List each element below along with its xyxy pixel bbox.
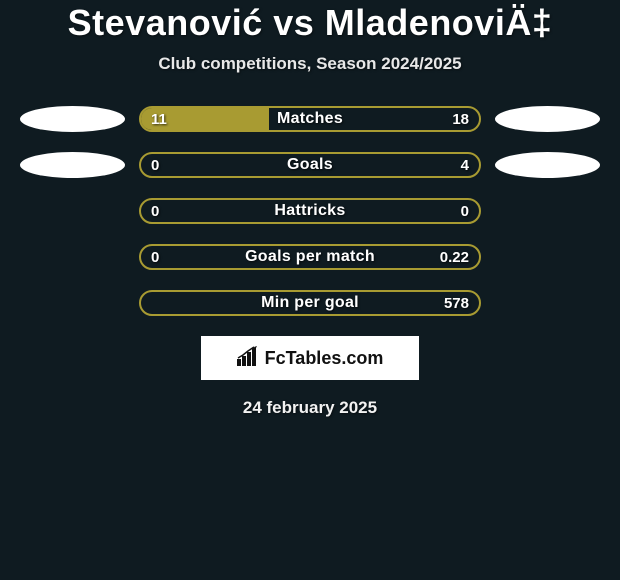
page-title: Stevanović vs MladenoviÄ‡ [0,2,620,44]
player-left-ellipse [20,106,125,132]
stat-label: Hattricks [141,200,479,222]
stat-value-left: 0 [151,200,159,222]
comparison-card: Stevanović vs MladenoviÄ‡ Club competiti… [0,0,620,418]
stat-value-right: 4 [461,154,469,176]
player-left-ellipse [20,152,125,178]
stat-label: Min per goal [141,292,479,314]
stat-value-right: 18 [452,108,469,130]
subtitle: Club competitions, Season 2024/2025 [0,54,620,74]
stat-rows: Matches1118Goals04Hattricks00Goals per m… [0,106,620,316]
player-right-ellipse [495,152,600,178]
stat-row: Hattricks0 0 [0,198,620,224]
brand-box[interactable]: FcTables.com [201,336,419,380]
stat-value-right: 0.22 [440,246,469,268]
stat-value-right: 578 [444,292,469,314]
stat-label: Matches [141,108,479,130]
stat-row: Min per goal578 [0,290,620,316]
stat-bar: Hattricks0 0 [139,198,481,224]
stat-row: Goals0 4 [0,152,620,178]
stat-bar: Goals0 4 [139,152,481,178]
stat-bar: Min per goal578 [139,290,481,316]
stat-row: Matches11 18 [0,106,620,132]
stat-label: Goals [141,154,479,176]
stat-bar: Matches11 18 [139,106,481,132]
stat-value-left: 0 [151,246,159,268]
stat-label: Goals per match [141,246,479,268]
stat-value-left: 11 [151,108,167,130]
stat-value-right: 0 [461,200,469,222]
bars-icon [237,346,261,371]
stat-row: Goals per match0 0.22 [0,244,620,270]
brand-text: FcTables.com [265,348,384,369]
stat-bar: Goals per match0 0.22 [139,244,481,270]
date-line: 24 february 2025 [0,398,620,418]
stat-value-left: 0 [151,154,159,176]
player-right-ellipse [495,106,600,132]
